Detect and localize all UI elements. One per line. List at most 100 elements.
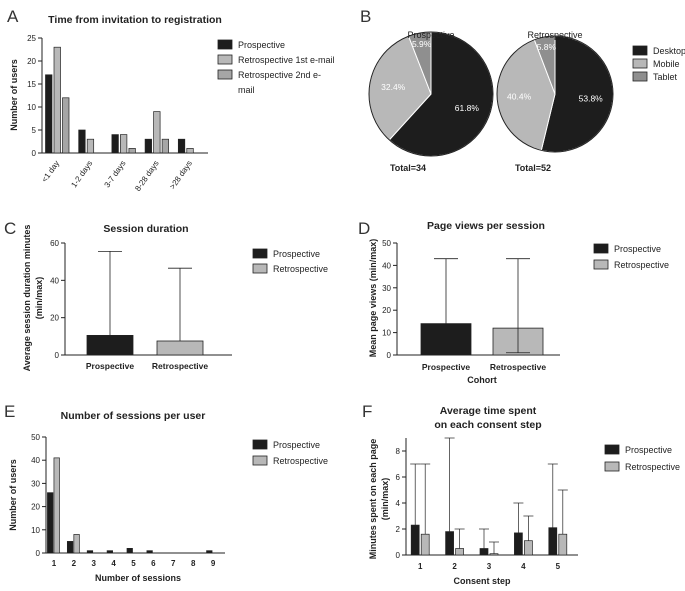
legend-label: Retrospective — [625, 462, 680, 472]
x-tick-label: Prospective — [86, 361, 134, 371]
legend-label: Retrospective 1st e-mail — [238, 55, 335, 65]
bar — [420, 533, 430, 556]
x-tick-label: 6 — [151, 559, 156, 568]
y-axis-label: Minutes spent on each page — [368, 439, 378, 560]
legend-swatch — [593, 259, 609, 270]
legend-label: Prospective — [614, 244, 661, 254]
x-tick-label: 4 — [111, 559, 116, 568]
bar — [128, 148, 136, 154]
pie-outline — [496, 35, 614, 153]
x-tick-label: 3 — [91, 559, 96, 568]
bar — [524, 540, 533, 556]
x-tick-label: 9 — [211, 559, 216, 568]
legend-swatch — [632, 71, 648, 82]
bar — [410, 524, 420, 556]
legend-swatch — [217, 69, 233, 80]
y-tick-label: 20 — [27, 57, 36, 66]
bar — [66, 541, 74, 554]
legend-swatch — [252, 263, 268, 274]
y-axis-label: Average session duration minutes — [22, 225, 32, 372]
x-tick-label: 3-7 days — [103, 159, 128, 189]
x-tick-label: 7 — [171, 559, 176, 568]
y-axis-label: Number of users — [8, 459, 18, 531]
legend-swatch — [252, 455, 268, 466]
legend-label: mail — [238, 85, 255, 95]
bar — [111, 134, 119, 154]
legend-label: Prospective — [238, 40, 285, 50]
panel-letter: E — [4, 402, 15, 421]
y-axis-label: Mean page views (min/max) — [368, 239, 378, 358]
bar — [86, 550, 94, 554]
legend-swatch — [217, 54, 233, 65]
bar — [47, 492, 54, 554]
chart-title: Average time spent — [440, 405, 537, 417]
x-tick-label: 2 — [452, 562, 457, 571]
bar — [186, 148, 194, 154]
slice-label: 5.9% — [412, 39, 432, 49]
legend-label: Tablet — [653, 72, 678, 82]
bar — [479, 548, 489, 556]
slice-label: 32.4% — [381, 82, 406, 92]
x-tick-label: Prospective — [422, 362, 470, 372]
bar — [53, 457, 60, 554]
chart-title: Time from invitation to registration — [48, 14, 222, 26]
legend-label: Retrospective 2nd e- — [238, 70, 321, 80]
bar — [78, 129, 86, 154]
y-tick-label: 15 — [27, 80, 36, 89]
panel-letter: F — [362, 402, 372, 421]
x-tick-label: 5 — [556, 562, 561, 571]
y-tick-label: 0 — [396, 551, 401, 560]
panel-letter: A — [7, 7, 19, 26]
legend-label: Prospective — [273, 249, 320, 259]
bar — [120, 134, 128, 154]
chart-title: Session duration — [103, 223, 188, 235]
x-tick-label: Retrospective — [490, 362, 546, 372]
bar — [73, 534, 80, 554]
legend-swatch — [593, 243, 609, 254]
bar — [106, 550, 113, 554]
y-tick-label: 20 — [31, 503, 40, 512]
y-tick-label: 50 — [31, 433, 40, 442]
legend-swatch — [632, 58, 648, 69]
bar — [455, 548, 464, 556]
x-tick-label: 8-28 days — [133, 159, 161, 193]
y-tick-label: 50 — [382, 239, 391, 248]
y-tick-label: 40 — [31, 456, 40, 465]
x-tick-label: 4 — [521, 562, 526, 571]
panel-letter: D — [358, 219, 370, 238]
y-tick-label: 40 — [382, 261, 391, 270]
chart-title: Page views per session — [427, 220, 545, 232]
y-tick-label: 0 — [387, 351, 392, 360]
x-tick-label: 8 — [191, 559, 196, 568]
y-tick-label: 10 — [27, 103, 36, 112]
pie-total-label: Total=52 — [515, 163, 551, 173]
legend-label: Retrospective — [273, 264, 328, 274]
x-axis-label: Consent step — [453, 576, 511, 586]
x-tick-label: 1 — [418, 562, 423, 571]
panel-letter: B — [360, 7, 371, 26]
bar — [86, 334, 134, 356]
x-axis-label: Number of sessions — [95, 573, 181, 583]
y-tick-label: 30 — [31, 479, 40, 488]
bar — [144, 138, 152, 154]
y-tick-label: 2 — [396, 525, 401, 534]
legend-label: Desktop — [653, 46, 685, 56]
bar — [558, 533, 568, 556]
pie-outline — [368, 31, 494, 157]
y-tick-label: 6 — [396, 473, 401, 482]
pie-total-label: Total=34 — [390, 163, 426, 173]
pie-title: Retrospective — [527, 30, 582, 40]
chart-title: Number of sessions per user — [61, 410, 206, 422]
legend-label: Prospective — [625, 445, 672, 455]
legend-swatch — [604, 444, 620, 455]
bar — [146, 550, 153, 554]
bar — [489, 553, 499, 556]
y-tick-label: 30 — [382, 284, 391, 293]
legend-swatch — [252, 248, 268, 259]
bar — [161, 138, 169, 154]
y-tick-label: 60 — [50, 239, 59, 248]
y-axis-label: Number of users — [9, 59, 19, 131]
y-tick-label: 20 — [382, 306, 391, 315]
bar — [206, 550, 213, 554]
